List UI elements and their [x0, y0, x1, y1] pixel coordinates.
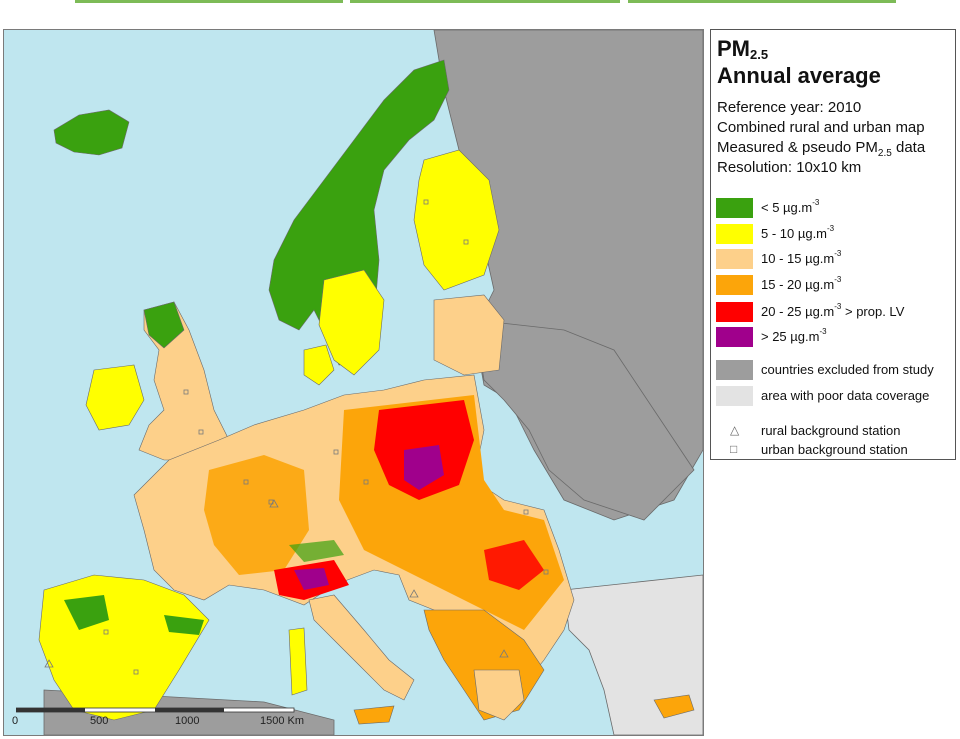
legend-class-label: 10 - 15 µg.m-3: [761, 249, 842, 266]
silesia-purple-zone: [404, 445, 444, 490]
title-pm: PM: [717, 36, 750, 61]
square-outline-icon: □: [730, 442, 738, 456]
legend-station-label: urban background station: [761, 442, 908, 457]
france-orange-zone: [204, 455, 309, 575]
legend-class-row: countries excluded from study: [716, 360, 952, 380]
data-source-prefix: Measured & pseudo PM: [717, 139, 878, 156]
legend-title: PM2.5: [717, 36, 768, 62]
map-canvas: [38, 30, 703, 735]
map-type-text: Combined rural and urban map: [717, 119, 925, 136]
legend-class-row: 10 - 15 µg.m-3: [716, 249, 952, 269]
map-legend: PM2.5 Annual average Reference year: 201…: [710, 29, 956, 460]
legend-class-label: 20 - 25 µg.m-3 > prop. LV: [761, 302, 905, 319]
data-source-text: Measured & pseudo PM2.5 data: [717, 139, 925, 159]
title-subscript: 2.5: [750, 47, 769, 62]
alps-low-zone: [289, 540, 344, 562]
legend-class-row: 15 - 20 µg.m-3: [716, 275, 952, 295]
scale-label-1000: 1000: [175, 715, 200, 727]
legend-swatch: [716, 275, 753, 295]
excluded-turkey-region: [563, 574, 703, 735]
station-markers: [44, 199, 549, 675]
scotland-north: [143, 301, 185, 349]
scale-label-500: 500: [90, 715, 109, 727]
romania-red-zone: [484, 540, 544, 590]
sweden-south: [318, 269, 385, 376]
resolution-text: Resolution: 10x10 km: [717, 159, 862, 176]
iceland: [53, 109, 130, 156]
legend-class-row: > 25 µg.m-3: [716, 327, 952, 347]
top-decorative-bar: [0, 0, 960, 6]
legend-class-label: countries excluded from study: [761, 362, 934, 377]
legend-class-row: 20 - 25 µg.m-3 > prop. LV: [716, 302, 952, 322]
legend-class-label: area with poor data coverage: [761, 388, 930, 403]
legend-class-row: < 5 µg.m-3: [716, 198, 952, 218]
denmark: [303, 344, 335, 386]
legend-swatch: [716, 249, 753, 269]
top-bar-segment: [75, 0, 343, 3]
cyprus: [653, 694, 695, 719]
scale-bar-graphic: [16, 707, 295, 713]
legend-station-label: rural background station: [761, 423, 901, 438]
legend-class-row: area with poor data coverage: [716, 386, 952, 406]
corsica-sardinia: [288, 627, 308, 696]
data-source-subscript: 2.5: [877, 148, 892, 159]
po-valley-purple-zone: [294, 568, 329, 590]
finland: [413, 149, 500, 291]
legend-swatch: [716, 327, 753, 347]
iberia-green-zone-1: [64, 595, 109, 630]
norway-sweden: [268, 59, 450, 366]
legend-class-label: 5 - 10 µg.m-3: [761, 224, 835, 241]
legend-swatch: [716, 302, 753, 322]
scale-label-1500: 1500 Km: [260, 715, 305, 727]
legend-swatch: [716, 360, 753, 380]
reference-year-text: Reference year: 2010: [717, 99, 862, 116]
legend-class-row: 5 - 10 µg.m-3: [716, 224, 952, 244]
legend-subtitle: Annual average: [717, 63, 881, 88]
ireland: [85, 364, 145, 431]
sicily: [353, 705, 395, 725]
data-source-suffix: data: [891, 139, 926, 156]
top-bar-segment: [350, 0, 620, 3]
legend-station-row: △ rural background station: [716, 422, 952, 440]
italian-peninsula: [308, 594, 415, 701]
top-bar-segment: [628, 0, 896, 3]
legend-station-row: □ urban background station: [716, 441, 952, 459]
triangle-outline-icon: △: [730, 423, 740, 437]
excluded-belarus-ukraine-region: [473, 319, 695, 521]
greece: [473, 669, 525, 721]
legend-class-label: < 5 µg.m-3: [761, 198, 820, 215]
legend-class-label: > 25 µg.m-3: [761, 327, 827, 344]
legend-swatch: [716, 198, 753, 218]
iberia-green-zone-2: [164, 615, 204, 635]
legend-class-label: 15 - 20 µg.m-3: [761, 275, 842, 292]
scale-bar: 0 500 1000 1500 Km: [12, 705, 312, 727]
legend-swatch: [716, 224, 753, 244]
scale-label-0: 0: [12, 715, 19, 727]
legend-swatch: [716, 386, 753, 406]
europe-pm25-map[interactable]: 0 500 1000 1500 Km: [3, 29, 704, 736]
baltics: [433, 294, 505, 376]
